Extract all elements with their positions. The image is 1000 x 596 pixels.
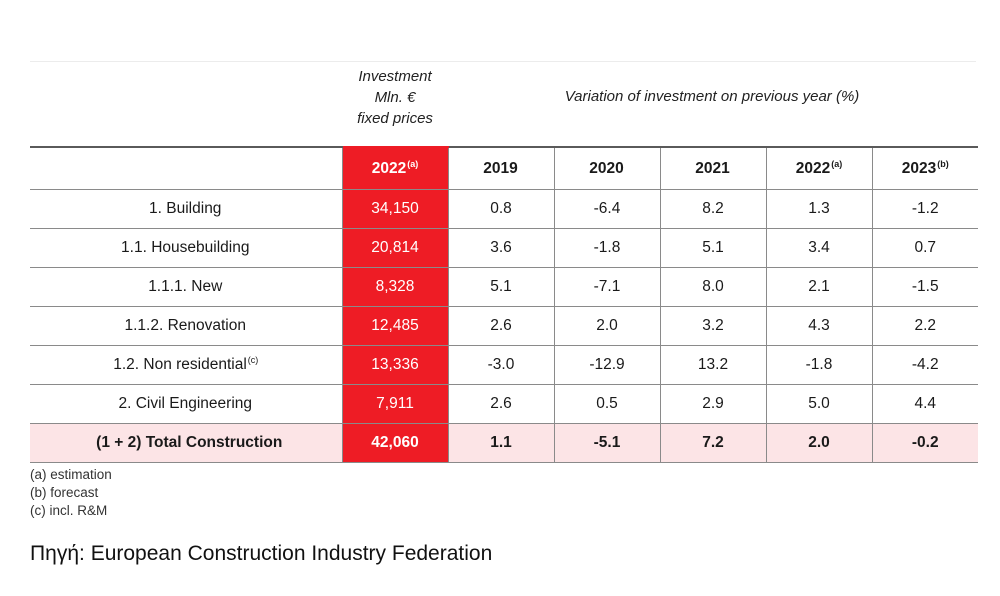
value-cell: 8.0 (659, 267, 766, 307)
value-cell: -7.1 (553, 267, 660, 307)
investment-cell: 20,814 (341, 228, 448, 268)
footnote: (b) forecast (30, 485, 99, 500)
table-row: 1. Building 34,150 0.8 -6.4 8.2 1.3 -1.2 (30, 189, 978, 229)
column-header: 2019 (447, 146, 554, 190)
value-cell: 2.0 (765, 423, 872, 463)
column-header: 2023(b) (871, 146, 978, 190)
value-cell: 2.9 (659, 384, 766, 424)
total-row: (1 + 2) Total Construction 42,060 1.1 -5… (30, 423, 978, 463)
investment-cell: 7,911 (341, 384, 448, 424)
value-cell: 7.2 (659, 423, 766, 463)
value-cell: 3.4 (765, 228, 872, 268)
row-label: 1.1.2. Renovation (30, 306, 342, 346)
value-cell: 1.1 (447, 423, 554, 463)
value-cell: -0.2 (871, 423, 978, 463)
investment-cell: 34,150 (341, 189, 448, 229)
investment-header: Investment Mln. € fixed prices (342, 66, 448, 129)
label-column-header (30, 146, 342, 190)
value-cell: -4.2 (871, 345, 978, 385)
source-caption: Πηγή: European Construction Industry Fed… (30, 542, 493, 565)
footnote: (a) estimation (30, 467, 112, 482)
investment-header-line: Investment (358, 68, 432, 85)
row-label: 1. Building (30, 189, 342, 229)
column-header: 2021 (659, 146, 766, 190)
investment-header-line: fixed prices (357, 110, 433, 127)
value-cell: 13.2 (659, 345, 766, 385)
table-row: 1.2. Non residential(c) 13,336 -3.0 -12.… (30, 345, 978, 385)
investment-header-line: Mln. € (374, 89, 416, 106)
header-row: 2022(a) 2019 2020 2021 2022(a) 2023(b) (30, 146, 978, 190)
value-cell: -5.1 (553, 423, 660, 463)
value-cell: -1.8 (553, 228, 660, 268)
table-row: 1.1.1. New 8,328 5.1 -7.1 8.0 2.1 -1.5 (30, 267, 978, 307)
variation-header: Variation of investment on previous year… (564, 88, 860, 105)
value-cell: -1.8 (765, 345, 872, 385)
value-cell: -12.9 (553, 345, 660, 385)
value-cell: 0.7 (871, 228, 978, 268)
value-cell: 8.2 (659, 189, 766, 229)
table-row: 1.1.2. Renovation 12,485 2.6 2.0 3.2 4.3… (30, 306, 978, 346)
value-cell: 5.1 (659, 228, 766, 268)
row-label: 1.1. Housebuilding (30, 228, 342, 268)
value-cell: -1.5 (871, 267, 978, 307)
value-cell: 2.1 (765, 267, 872, 307)
value-cell: 4.3 (765, 306, 872, 346)
value-cell: 2.2 (871, 306, 978, 346)
investment-cell: 13,336 (341, 345, 448, 385)
investment-cell: 12,485 (341, 306, 448, 346)
table-row: 2. Civil Engineering 7,911 2.6 0.5 2.9 5… (30, 384, 978, 424)
row-label: 1.1.1. New (30, 267, 342, 307)
value-cell: 2.6 (447, 384, 554, 424)
investment-cell: 42,060 (341, 423, 448, 463)
value-cell: -6.4 (553, 189, 660, 229)
value-cell: 2.0 (553, 306, 660, 346)
value-cell: -1.2 (871, 189, 978, 229)
row-label: (1 + 2) Total Construction (30, 423, 342, 463)
value-cell: -3.0 (447, 345, 554, 385)
row-label: 1.2. Non residential(c) (30, 345, 342, 385)
column-header: 2022(a) (765, 146, 872, 190)
value-cell: 4.4 (871, 384, 978, 424)
table-row: 1.1. Housebuilding 20,814 3.6 -1.8 5.1 3… (30, 228, 978, 268)
row-label: 2. Civil Engineering (30, 384, 342, 424)
value-cell: 5.0 (765, 384, 872, 424)
investment-cell: 8,328 (341, 267, 448, 307)
value-cell: 0.5 (553, 384, 660, 424)
value-cell: 5.1 (447, 267, 554, 307)
top-rule (30, 61, 976, 62)
column-header: 2022(a) (341, 146, 448, 190)
footnotes: (a) estimation (b) forecast (c) incl. R&… (30, 466, 112, 520)
value-cell: 0.8 (447, 189, 554, 229)
value-cell: 1.3 (765, 189, 872, 229)
value-cell: 2.6 (447, 306, 554, 346)
footnote: (c) incl. R&M (30, 503, 108, 518)
value-cell: 3.6 (447, 228, 554, 268)
column-header: 2020 (553, 146, 660, 190)
value-cell: 3.2 (659, 306, 766, 346)
construction-table: 2022(a) 2019 2020 2021 2022(a) 2023(b) 1… (30, 146, 978, 463)
